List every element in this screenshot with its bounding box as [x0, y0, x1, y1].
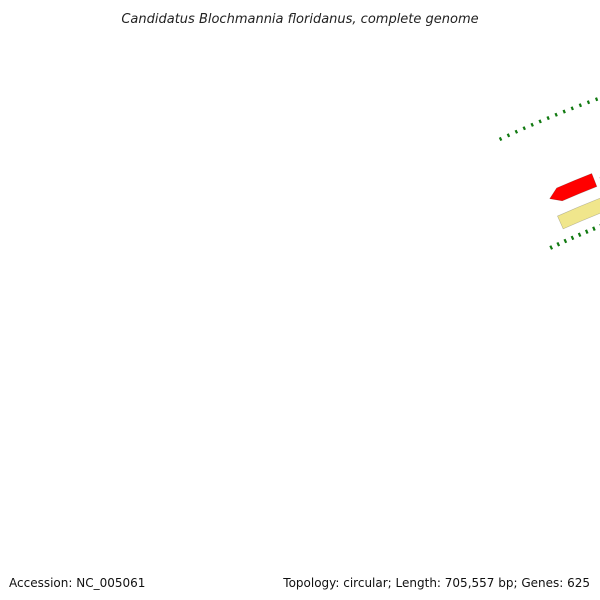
inner-ruler-tick [584, 229, 589, 234]
inner-ruler-tick [577, 232, 582, 238]
feature-band[interactable] [557, 196, 600, 230]
map-title: Candidatus Blochmannia floridanus, compl… [121, 12, 478, 27]
ruler-minor-tick [498, 136, 503, 142]
gene-feature-track [557, 196, 600, 230]
genome-summary-text: Topology: circular; Length: 705,557 bp; … [282, 576, 590, 590]
accession-text: Accession: NC_005061 [9, 576, 145, 590]
ruler-minor-tick [586, 100, 591, 105]
cds-arrow[interactable] [549, 173, 598, 202]
ruler-minor-tick [578, 103, 583, 108]
ruler-minor-tick [570, 106, 574, 111]
inner-ruler-tick [556, 241, 561, 247]
cds-track [549, 173, 600, 202]
kbp-ruler: 306 kbp307 kbp308 kbp309 kbp310 kbp311 k… [498, 97, 600, 250]
inner-ruler-tick [592, 226, 596, 231]
ruler-minor-tick [546, 116, 550, 121]
ruler-minor-tick [522, 126, 526, 131]
ruler-minor-tick [562, 109, 566, 114]
ruler-minor-tick [514, 129, 519, 134]
ruler-minor-tick [506, 133, 511, 138]
inner-ruler-tick [570, 235, 575, 241]
ruler-minor-tick [554, 112, 558, 117]
ruler-minor-tick [530, 122, 534, 127]
ruler-minor-tick [538, 119, 542, 124]
inner-ruler-tick [549, 245, 554, 250]
ruler-minor-tick [594, 97, 599, 102]
inner-ruler-tick [563, 238, 568, 244]
